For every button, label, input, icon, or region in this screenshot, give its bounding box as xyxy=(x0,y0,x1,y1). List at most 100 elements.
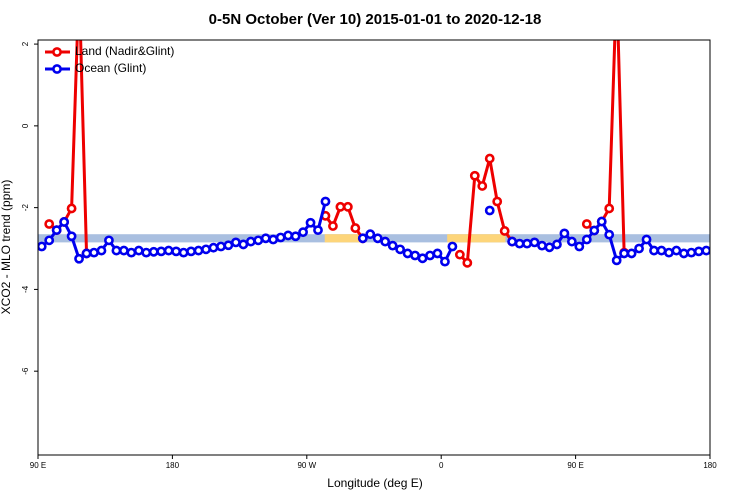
y-tick-label: -6 xyxy=(21,367,30,375)
point xyxy=(357,233,368,244)
point xyxy=(604,203,615,214)
point xyxy=(66,203,77,214)
point xyxy=(447,241,458,252)
point xyxy=(664,247,674,258)
point xyxy=(208,242,219,253)
point xyxy=(305,217,316,228)
point xyxy=(59,217,70,227)
point xyxy=(417,253,428,264)
point xyxy=(440,256,450,267)
point xyxy=(387,240,398,251)
point xyxy=(686,247,697,258)
point xyxy=(477,181,488,191)
point xyxy=(328,221,338,231)
point xyxy=(342,201,353,212)
point xyxy=(81,248,92,259)
point xyxy=(283,230,294,241)
point xyxy=(141,247,152,258)
x-tick-label: 90 W xyxy=(297,461,316,470)
x-tick-label: 180 xyxy=(166,461,180,470)
point xyxy=(216,241,226,252)
point xyxy=(245,236,256,247)
point xyxy=(581,234,592,245)
point xyxy=(619,248,630,259)
point xyxy=(537,240,547,251)
point xyxy=(671,245,682,256)
point xyxy=(186,246,196,257)
point xyxy=(656,245,667,256)
point xyxy=(484,205,495,216)
point xyxy=(559,228,570,239)
point xyxy=(380,236,391,247)
x-tick-label: 180 xyxy=(703,461,717,470)
point xyxy=(230,237,241,248)
point xyxy=(454,249,465,260)
band-segment xyxy=(447,234,506,243)
point xyxy=(410,250,420,261)
point xyxy=(268,234,279,245)
point xyxy=(148,246,159,257)
point xyxy=(611,255,622,266)
y-tick-label: 0 xyxy=(21,123,30,128)
point xyxy=(499,226,510,236)
plot-frame xyxy=(37,39,711,456)
point xyxy=(44,235,55,246)
point xyxy=(604,229,615,240)
point xyxy=(402,248,413,259)
x-tick-label: 90 E xyxy=(567,461,583,470)
y-tick-label: 2 xyxy=(21,41,30,46)
point xyxy=(626,248,637,259)
point xyxy=(66,231,77,242)
point xyxy=(492,196,503,207)
legend-marker xyxy=(52,47,62,57)
point xyxy=(178,247,189,258)
point xyxy=(171,246,182,257)
point xyxy=(522,238,532,249)
point xyxy=(335,201,346,212)
point xyxy=(701,245,710,256)
point xyxy=(44,219,55,229)
point xyxy=(238,239,249,250)
point xyxy=(313,225,323,236)
point xyxy=(156,246,167,257)
point xyxy=(51,225,62,236)
point xyxy=(126,247,137,258)
point xyxy=(581,219,592,229)
point xyxy=(596,216,607,227)
point xyxy=(469,170,480,181)
point xyxy=(678,248,689,259)
point xyxy=(462,257,473,268)
point xyxy=(432,248,443,259)
point xyxy=(507,236,518,247)
x-tick-label: 90 E xyxy=(30,461,46,470)
point xyxy=(275,232,286,243)
plot-area xyxy=(38,40,710,268)
point xyxy=(693,246,704,257)
point xyxy=(649,245,659,256)
band-segment xyxy=(324,234,366,243)
point xyxy=(552,239,562,250)
point xyxy=(96,245,107,256)
point xyxy=(641,234,652,245)
point xyxy=(320,196,331,207)
point xyxy=(133,245,144,256)
point xyxy=(111,245,122,256)
y-axis-label: XCO2 - MLO trend (ppm) xyxy=(0,180,13,315)
point xyxy=(163,245,174,256)
legend-marker xyxy=(52,64,62,74)
point xyxy=(298,227,308,238)
point xyxy=(201,244,211,255)
point xyxy=(372,233,383,244)
x-axis-label: Longitude (deg E) xyxy=(327,476,422,490)
point xyxy=(104,235,114,246)
point xyxy=(514,238,525,249)
point xyxy=(118,245,129,256)
point xyxy=(589,225,600,236)
point xyxy=(544,242,555,253)
point xyxy=(223,240,234,251)
chart-title: 0-5N October (Ver 10) 2015-01-01 to 2020… xyxy=(209,11,542,28)
y-tick-label: -4 xyxy=(21,285,30,293)
x-tick-label: 0 xyxy=(439,461,444,470)
point xyxy=(634,243,644,254)
